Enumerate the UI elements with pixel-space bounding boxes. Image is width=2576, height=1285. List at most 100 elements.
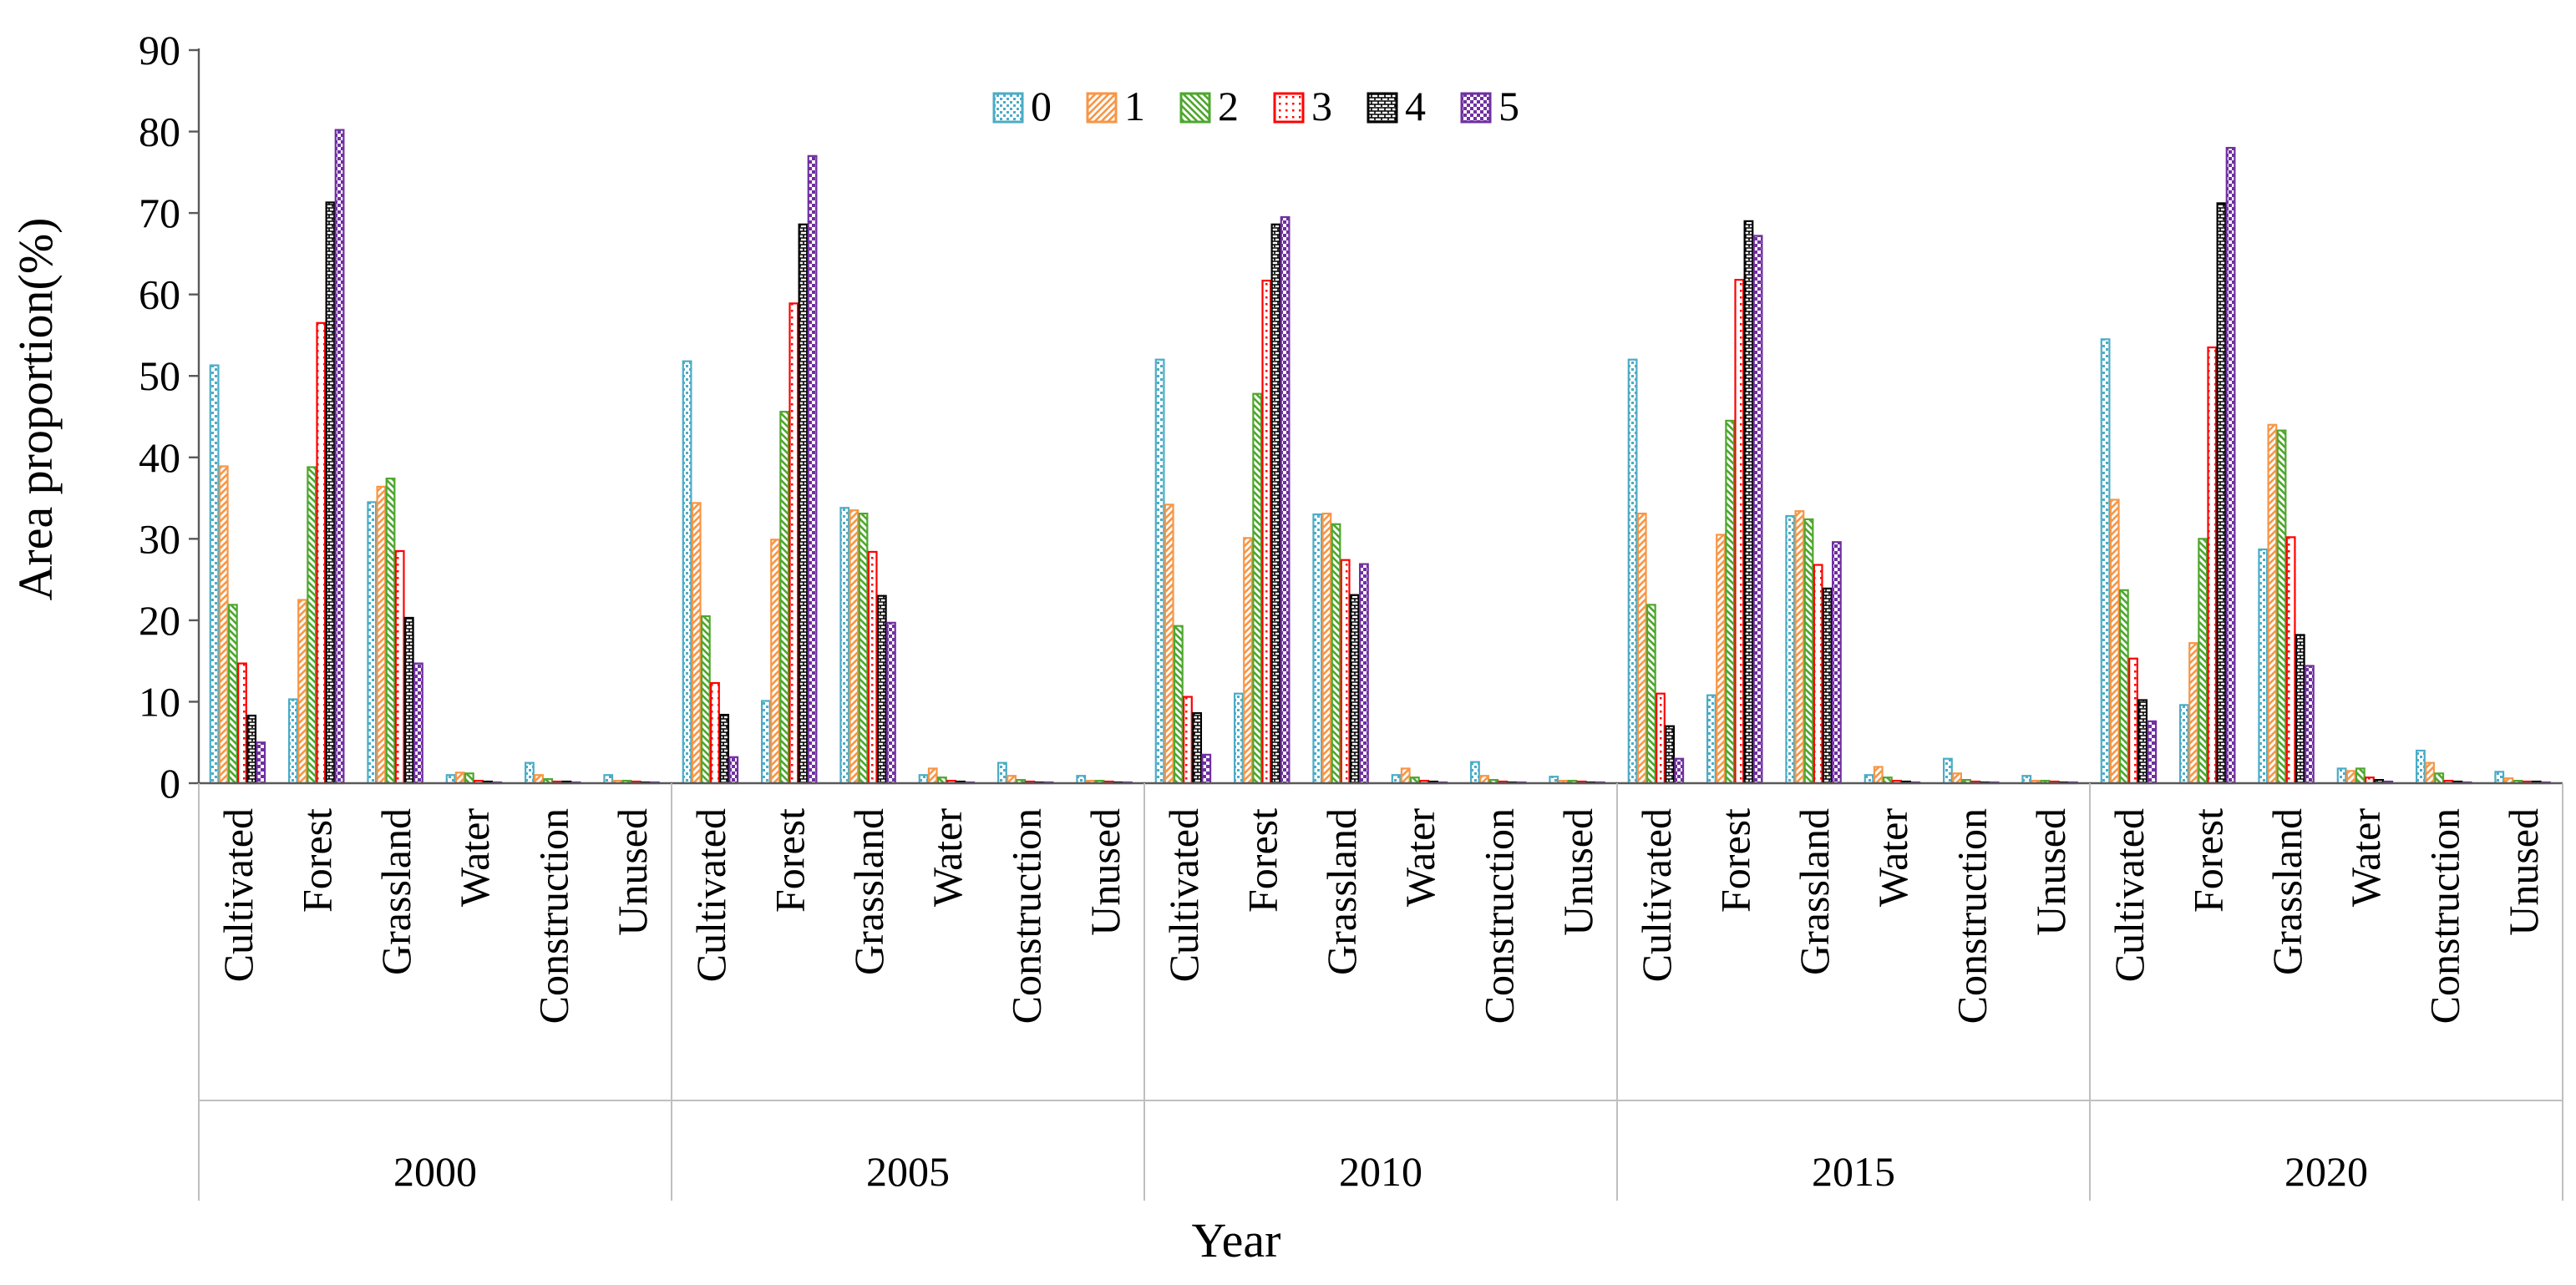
category-label-water: Water [2342, 808, 2389, 907]
bar-2000-cultivated-s5 [256, 741, 266, 785]
category-label-grassland: Grassland [845, 808, 892, 975]
bar-2020-water-s2 [2355, 767, 2366, 785]
bar-2010-forest-s4 [1270, 223, 1281, 785]
bar-2010-grassland-s0 [1312, 513, 1323, 785]
bar-2015-cultivated-s2 [1645, 604, 1656, 785]
bar-2000-unused-s0 [603, 774, 614, 785]
bar-2015-cultivated-s5 [1674, 757, 1685, 785]
category-label-water: Water [924, 808, 971, 907]
bar-2005-grassland-s1 [849, 509, 860, 785]
bar-2005-cultivated-s1 [691, 502, 702, 785]
category-label-construction: Construction [1476, 808, 1523, 1024]
bar-2015-forest-s2 [1725, 419, 1736, 785]
bar-2015-grassland-s1 [1794, 510, 1805, 785]
category-label-unused: Unused [2500, 808, 2547, 936]
bar-2010-cultivated-s1 [1164, 503, 1174, 785]
bar-2005-cultivated-s5 [728, 756, 739, 785]
year-label-2010: 2010 [1339, 1148, 1422, 1195]
y-tick-label: 70 [139, 190, 180, 236]
bar-2000-forest-s3 [316, 321, 327, 785]
y-tick-label: 10 [139, 678, 180, 725]
legend-swatch-0 [992, 92, 1024, 124]
bar-2015-cultivated-s1 [1636, 512, 1647, 785]
bar-2015-grassland-s2 [1803, 518, 1814, 785]
category-label-cultivated: Cultivated [1633, 808, 1680, 982]
category-label-unused: Unused [1554, 808, 1601, 936]
bar-2010-forest-s2 [1252, 392, 1263, 785]
category-label-grassland: Grassland [373, 808, 419, 975]
bar-2010-grassland-s2 [1331, 523, 1341, 785]
category-label-cultivated: Cultivated [1160, 808, 1207, 982]
y-tick-label: 90 [139, 27, 180, 73]
bar-2000-forest-s0 [288, 698, 298, 785]
bar-2005-cultivated-s4 [719, 713, 730, 785]
year-label-2015: 2015 [1812, 1148, 1895, 1195]
category-label-grassland: Grassland [1791, 808, 1838, 975]
legend: 0 1 2 3 4 5 [992, 83, 1519, 129]
bar-2010-cultivated-s0 [1154, 358, 1165, 785]
bar-2000-construction-s1 [534, 774, 544, 785]
bar-2010-cultivated-s3 [1183, 696, 1193, 785]
bar-2020-water-s1 [2345, 770, 2356, 785]
legend-swatch-2 [1179, 92, 1211, 124]
bar-2015-cultivated-s3 [1656, 692, 1666, 785]
bar-2010-water-s0 [1391, 774, 1402, 785]
bar-2015-grassland-s3 [1813, 564, 1823, 785]
category-label-construction: Construction [1949, 808, 1995, 1024]
bar-2000-grassland-s2 [385, 478, 396, 785]
bar-2000-cultivated-s3 [237, 662, 247, 785]
category-label-water: Water [451, 808, 498, 907]
bar-2005-construction-s0 [997, 761, 1007, 785]
legend-label-2: 2 [1218, 83, 1239, 129]
bar-2010-cultivated-s2 [1173, 625, 1184, 785]
y-tick-label: 30 [139, 515, 180, 562]
y-axis-title: Area proportion(%) [8, 218, 63, 601]
category-label-construction: Construction [2421, 808, 2468, 1024]
bar-2010-construction-s1 [1479, 775, 1489, 785]
bar-2015-cultivated-s4 [1665, 725, 1676, 785]
bar-2020-cultivated-s0 [2100, 338, 2111, 785]
bar-2005-cultivated-s0 [682, 360, 692, 785]
bar-2020-construction-s0 [2416, 749, 2426, 785]
bar-2000-forest-s5 [334, 129, 345, 785]
legend-swatch-4 [1367, 92, 1398, 124]
bar-2000-construction-s0 [525, 761, 535, 785]
category-label-unused: Unused [1082, 808, 1128, 936]
year-label-2020: 2020 [2284, 1148, 2368, 1195]
bar-2005-grassland-s0 [839, 507, 850, 785]
category-label-forest: Forest [1240, 808, 1286, 913]
bar-2000-cultivated-s1 [218, 465, 229, 785]
category-label-cultivated: Cultivated [215, 808, 261, 982]
bar-2015-grassland-s0 [1785, 514, 1796, 785]
bar-2020-grassland-s0 [2258, 548, 2269, 785]
bar-2005-grassland-s2 [858, 512, 869, 785]
bar-2010-cultivated-s5 [1201, 753, 1212, 785]
bar-2000-water-s0 [445, 774, 456, 785]
bar-2020-cultivated-s1 [2109, 498, 2120, 785]
legend-label-3: 3 [1311, 83, 1332, 129]
category-label-water: Water [1397, 808, 1443, 907]
bar-2015-grassland-s5 [1832, 541, 1842, 785]
bar-2005-grassland-s3 [867, 550, 878, 785]
legend-label-5: 5 [1498, 83, 1519, 129]
bars-layer [209, 129, 2551, 785]
bar-2015-water-s0 [1864, 774, 1874, 785]
bar-2010-water-s1 [1400, 767, 1411, 785]
bar-2005-unused-s0 [1076, 775, 1087, 785]
bar-2020-forest-s1 [2188, 642, 2198, 785]
bar-2000-forest-s2 [307, 466, 317, 785]
bar-2020-grassland-s3 [2285, 536, 2296, 785]
bar-2020-grassland-s5 [2305, 665, 2315, 785]
bar-2020-forest-s2 [2198, 538, 2208, 785]
y-tick-label: 50 [139, 352, 180, 399]
y-tick-label: 60 [139, 271, 180, 318]
bar-2000-water-s1 [454, 772, 465, 785]
bar-2015-forest-s0 [1706, 694, 1716, 785]
bar-2015-grassland-s4 [1822, 587, 1833, 785]
bar-2020-grassland-s2 [2276, 429, 2287, 785]
bar-2010-cultivated-s4 [1192, 711, 1203, 785]
bar-2005-forest-s1 [770, 539, 780, 785]
bar-2020-cultivated-s5 [2147, 720, 2158, 785]
